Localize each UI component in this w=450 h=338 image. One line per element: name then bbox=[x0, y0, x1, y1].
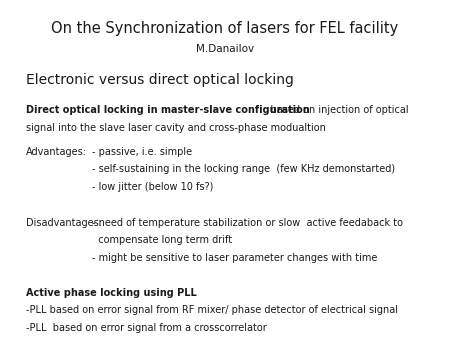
Text: compensate long term drift: compensate long term drift bbox=[92, 235, 232, 245]
Text: - need of temperature stabilization or slow  active feedaback to: - need of temperature stabilization or s… bbox=[92, 218, 403, 227]
Text: Advantages:: Advantages: bbox=[26, 147, 87, 157]
Text: Disadvantages:: Disadvantages: bbox=[26, 218, 102, 227]
Text: -PLL based on error signal from RF mixer/ phase detector of electrical signal: -PLL based on error signal from RF mixer… bbox=[26, 305, 398, 315]
Text: On the Synchronization of lasers for FEL facility: On the Synchronization of lasers for FEL… bbox=[51, 21, 399, 36]
Text: Electronic versus direct optical locking: Electronic versus direct optical locking bbox=[26, 73, 294, 87]
Text: : based on injection of optical: : based on injection of optical bbox=[261, 104, 409, 115]
Text: Active phase locking using PLL: Active phase locking using PLL bbox=[26, 288, 197, 297]
Text: - passive, i.e. simple: - passive, i.e. simple bbox=[92, 147, 192, 157]
Text: - low jitter (below 10 fs?): - low jitter (below 10 fs?) bbox=[92, 182, 213, 192]
Text: - might be sensitive to laser parameter changes with time: - might be sensitive to laser parameter … bbox=[92, 252, 377, 263]
Text: M.Danailov: M.Danailov bbox=[196, 44, 254, 54]
Text: - self-sustaining in the locking range  (few KHz demonstarted): - self-sustaining in the locking range (… bbox=[92, 164, 395, 174]
Text: Direct optical locking in master-slave configuration: Direct optical locking in master-slave c… bbox=[26, 104, 310, 115]
Text: -PLL  based on error signal from a crosscorrelator: -PLL based on error signal from a crossc… bbox=[26, 323, 267, 333]
Text: signal into the slave laser cavity and cross-phase modualtion: signal into the slave laser cavity and c… bbox=[26, 123, 326, 133]
